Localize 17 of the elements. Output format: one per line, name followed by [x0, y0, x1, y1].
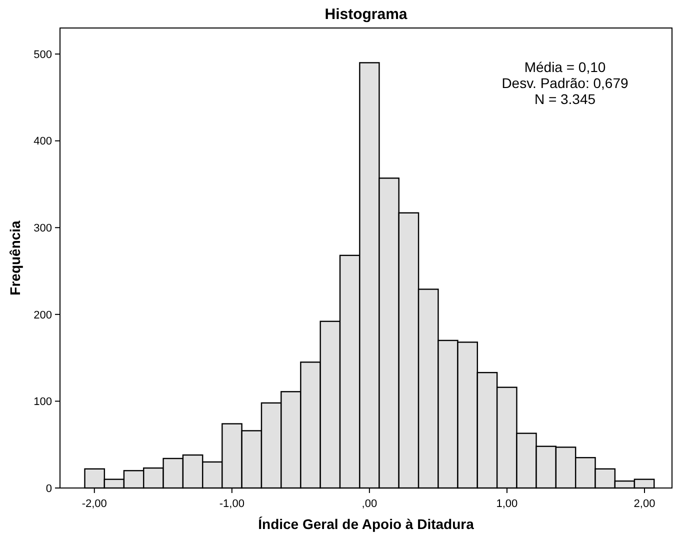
- y-tick-label: 400: [34, 136, 52, 148]
- y-tick-label: 500: [34, 48, 52, 61]
- x-tick-label: ,00: [362, 498, 378, 510]
- annotation: Média = 0,10: [524, 59, 606, 75]
- x-tick-label: 1,00: [496, 498, 518, 510]
- x-tick-label: 2,00: [634, 498, 656, 510]
- y-tick-label: 0: [46, 482, 52, 495]
- annotation: Desv. Padrão: 0,679: [502, 75, 629, 91]
- x-tick-label: -1,00: [219, 498, 244, 510]
- y-tick-label: 200: [34, 309, 52, 322]
- x-tick-label: -2,00: [82, 498, 107, 510]
- y-tick-label: 300: [34, 222, 52, 234]
- x-axis-title: Índice Geral de Apoio à Ditadura: [258, 516, 474, 532]
- chart-title: Histograma: [324, 6, 408, 23]
- y-tick-label: 100: [34, 396, 52, 408]
- annotation: N = 3.345: [534, 91, 596, 107]
- y-axis-title: Frequência: [7, 220, 23, 296]
